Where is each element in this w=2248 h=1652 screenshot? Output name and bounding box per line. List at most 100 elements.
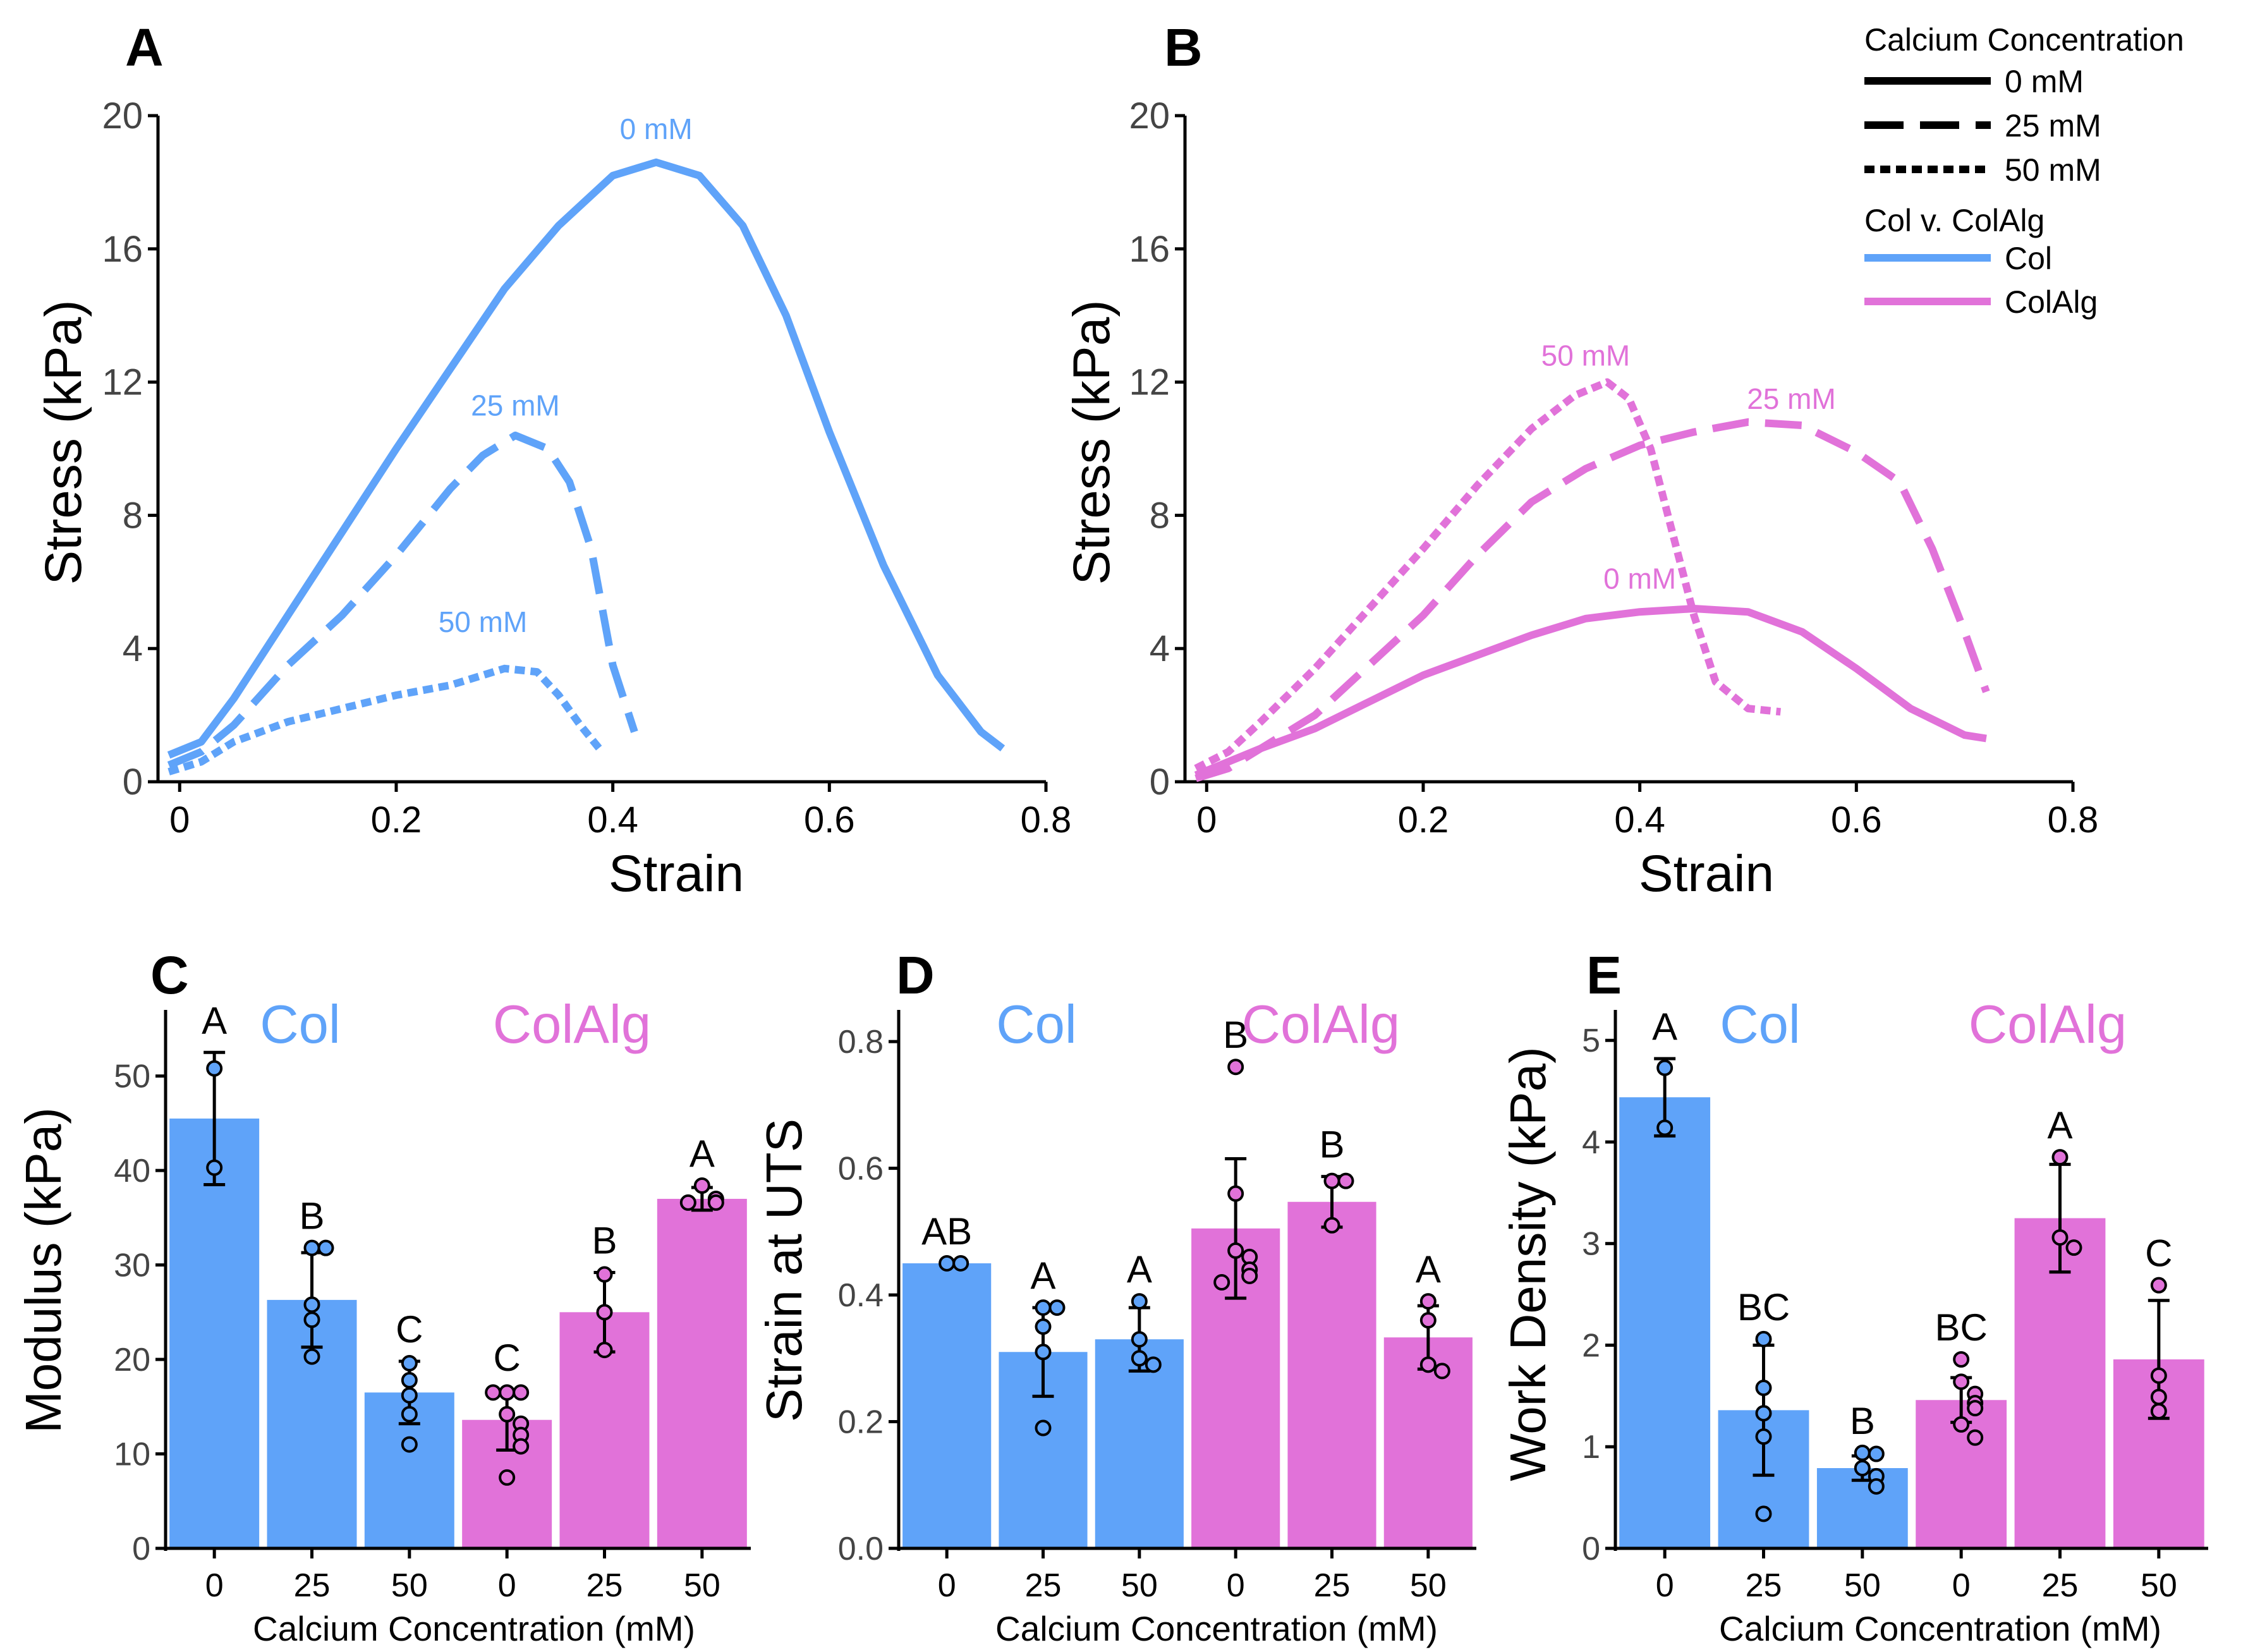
panel-a-stress-strain-chart: 0 4 8 12 16 20 0 0.2 0.4 0.6 0.8 0 mM 25 mM 50 mM St… bbox=[35, 95, 1071, 902]
panel-e-significance-letter: BC bbox=[1935, 1306, 1987, 1349]
panel-a-y-tick-label: 8 bbox=[123, 495, 143, 536]
panel-e-data-point bbox=[2065, 1239, 2082, 1256]
panel-c-x-tick-label: 0 bbox=[205, 1567, 224, 1604]
panel-c-group-label-colalg: ColAlg bbox=[493, 995, 651, 1055]
panel-a-y-tick-label: 20 bbox=[102, 95, 143, 137]
panel-b-x-axis-label: Strain bbox=[1639, 845, 1774, 902]
panel-a-line-0mm bbox=[167, 158, 1006, 759]
panel-b-series-label: 25 mM bbox=[1747, 382, 1836, 415]
panel-b-y-tick-label: 0 bbox=[1150, 762, 1170, 803]
panel-d-group-label-colalg: ColAlg bbox=[1242, 995, 1400, 1055]
panel-c-data-point bbox=[513, 1384, 530, 1401]
panel-e-significance-letter: A bbox=[2047, 1104, 2072, 1146]
panel-b-y-axis-label: Stress (kPa) bbox=[1063, 300, 1121, 585]
panel-a-x-tick-label: 0.4 bbox=[587, 799, 638, 841]
panel-c-data-point bbox=[401, 1371, 418, 1388]
panel-c-data-point bbox=[401, 1406, 418, 1423]
panel-d-y-tick-label: 0.6 bbox=[838, 1151, 884, 1187]
panel-e-marks: A BC B BC A C bbox=[1652, 1005, 2173, 1522]
panel-c-data-point bbox=[693, 1177, 710, 1194]
panel-b-y-tick-label: 16 bbox=[1129, 229, 1170, 270]
panel-d-significance-letter: A bbox=[1416, 1248, 1441, 1291]
panel-e-data-point bbox=[2150, 1367, 2167, 1384]
panel-e-data-point bbox=[1755, 1330, 1772, 1347]
panel-e-data-point bbox=[1755, 1505, 1772, 1522]
panel-a-x-tick-label: 0.6 bbox=[804, 799, 855, 841]
panel-e-data-point bbox=[2150, 1277, 2167, 1294]
panel-d-data-point bbox=[1131, 1293, 1148, 1310]
panel-c-data-point bbox=[596, 1266, 613, 1283]
panel-c-y-tick-label: 40 bbox=[114, 1153, 150, 1189]
panel-c-bar bbox=[169, 1118, 260, 1548]
legend-item-colalg: ColAlg bbox=[2005, 284, 2098, 320]
panel-e-y-tick-label: 2 bbox=[1582, 1327, 1600, 1364]
panel-c-data-point bbox=[206, 1060, 223, 1077]
panel-e-data-point bbox=[1656, 1059, 1674, 1076]
panel-b-lines: 0 mM 25 mM 50 mM bbox=[1194, 339, 1990, 782]
panel-a-y-tick-label: 4 bbox=[123, 628, 143, 669]
panel-c-data-point bbox=[206, 1159, 223, 1176]
panel-d-significance-letter: AB bbox=[921, 1210, 972, 1253]
panel-a-x-axis-label: Strain bbox=[609, 845, 744, 902]
panel-e-data-point bbox=[1755, 1380, 1772, 1397]
panel-e-y-tick-label: 0 bbox=[1582, 1531, 1600, 1567]
panel-e-data-point bbox=[1854, 1444, 1871, 1461]
panel-d-x-axis-label: Calcium Concentration (mM) bbox=[995, 1609, 1438, 1648]
panel-c-data-point bbox=[303, 1348, 320, 1365]
legend: Calcium Concentration 0 mM 25 mM 50 mM C… bbox=[1864, 22, 2184, 320]
panel-c-significance-letter: A bbox=[690, 1133, 715, 1175]
panel-a-series-label: 25 mM bbox=[471, 389, 560, 422]
panel-d-data-point bbox=[1337, 1172, 1354, 1189]
panel-c-data-point bbox=[401, 1436, 418, 1453]
panel-b-line-25mm bbox=[1194, 418, 1990, 782]
panel-d-data-point bbox=[1035, 1318, 1052, 1335]
panel-c-y-tick-label: 50 bbox=[114, 1059, 150, 1095]
panel-d-significance-letter: A bbox=[1030, 1254, 1055, 1297]
panel-c-data-point bbox=[485, 1384, 502, 1401]
panel-c-bars bbox=[169, 1118, 747, 1548]
panel-c-data-point bbox=[707, 1194, 724, 1211]
panel-c-x-tick-label: 50 bbox=[391, 1567, 428, 1604]
panel-e-y-axis-label: Work Density (kPa) bbox=[1500, 1047, 1556, 1481]
panel-e-data-point bbox=[1755, 1428, 1772, 1445]
panel-c-y-axis-label: Modulus (kPa) bbox=[15, 1107, 71, 1433]
panel-label-e: E bbox=[1586, 945, 1622, 1005]
panel-d-bar bbox=[1287, 1201, 1376, 1548]
panel-d-significance-letter: B bbox=[1319, 1124, 1344, 1166]
panel-c-data-point bbox=[303, 1311, 320, 1328]
panel-e-data-point bbox=[1953, 1351, 1970, 1368]
panel-a-x-tick-label: 0.8 bbox=[1021, 799, 1072, 841]
panel-a-x-tick-label: 0 bbox=[169, 799, 190, 841]
panel-c-x-tick-label: 50 bbox=[684, 1567, 720, 1604]
panel-e-data-point bbox=[2150, 1402, 2167, 1419]
panel-b-series-label: 0 mM bbox=[1603, 562, 1676, 595]
panel-e-data-point bbox=[2051, 1149, 2069, 1166]
panel-d-data-point bbox=[1323, 1217, 1340, 1234]
legend-item-0mm: 0 mM bbox=[2005, 64, 2084, 99]
panel-c-significance-letter: C bbox=[396, 1308, 423, 1351]
panel-b-y-tick-label: 20 bbox=[1129, 95, 1170, 137]
panel-b-series-label: 50 mM bbox=[1541, 339, 1631, 372]
panel-a-y-axis-label: Stress (kPa) bbox=[35, 300, 92, 585]
panel-c-x-axis-label: Calcium Concentration (mM) bbox=[253, 1609, 695, 1648]
panel-d-data-point bbox=[1035, 1344, 1052, 1361]
panel-d-y-tick-label: 0.0 bbox=[838, 1531, 884, 1567]
panel-d-y-tick-label: 0.4 bbox=[838, 1277, 884, 1314]
panel-e-x-tick-label: 25 bbox=[2042, 1567, 2079, 1604]
panel-d-data-point bbox=[1227, 1185, 1244, 1202]
panel-d-data-point bbox=[1323, 1172, 1340, 1189]
panel-e-y-tick-label: 4 bbox=[1582, 1124, 1600, 1161]
legend-item-50mm: 50 mM bbox=[2005, 152, 2101, 188]
panel-a-line-25mm bbox=[167, 431, 638, 769]
panel-c-significance-letter: B bbox=[592, 1220, 617, 1262]
panel-e-data-point bbox=[1868, 1445, 1885, 1462]
panel-e-significance-letter: A bbox=[1652, 1005, 1677, 1048]
panel-d-data-point bbox=[1419, 1293, 1437, 1310]
panel-d-bars bbox=[902, 1201, 1473, 1548]
legend-item-25mm: 25 mM bbox=[2005, 108, 2101, 143]
panel-e-x-tick-label: 25 bbox=[1746, 1567, 1782, 1604]
